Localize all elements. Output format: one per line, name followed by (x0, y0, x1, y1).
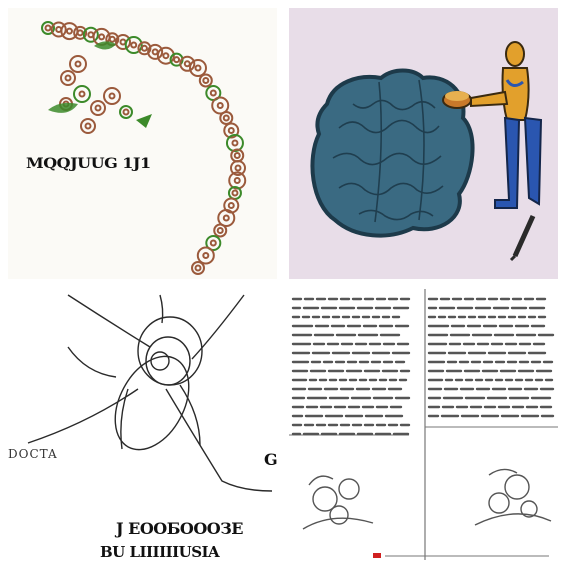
bead-mark (223, 122, 240, 139)
bead-mark (213, 223, 228, 238)
bead-mark (196, 246, 215, 265)
bead-mark (211, 96, 230, 115)
bead-core (222, 214, 230, 222)
bead-chain-drawing (41, 21, 247, 275)
bead-core (98, 33, 106, 41)
bead-core (209, 89, 217, 97)
bead-core (173, 56, 181, 64)
bead-mark (90, 100, 106, 116)
bead-core (227, 202, 235, 209)
bead-mark (219, 111, 234, 125)
bead-core (64, 74, 72, 82)
bead-core (231, 139, 239, 147)
bead-core (233, 177, 241, 184)
brain-and-figure-tile (289, 8, 558, 279)
bead-mark (179, 55, 196, 72)
document-scan-drawing (289, 289, 558, 560)
bead-mark (103, 87, 121, 105)
bead-core (151, 48, 159, 56)
bead-core (65, 27, 73, 35)
bead-core (231, 189, 239, 197)
sketch-caption-line-2: BU LIIIIIIUSIA (100, 543, 220, 560)
bead-mark (80, 118, 96, 134)
bead-core (202, 252, 210, 259)
letter-label: G (264, 450, 277, 469)
bead-mark (124, 36, 143, 55)
side-label: DOCTA (8, 447, 58, 461)
bead-core (216, 227, 224, 234)
bead-core (233, 152, 241, 159)
chain-caption: MQQJUUG 1J1 (26, 155, 151, 172)
bead-core (119, 38, 127, 46)
bead-core (234, 164, 242, 172)
bead-mark (69, 55, 87, 73)
bead-mark (50, 21, 67, 38)
document-scan-tile (289, 289, 558, 560)
bead-core (74, 60, 82, 68)
bead-mark (137, 41, 152, 56)
sketch-caption-line-1: J ЕООБОООЗЕ (116, 519, 243, 538)
bead-core (76, 29, 84, 37)
bead-mark (60, 70, 76, 86)
bead-core (140, 44, 148, 52)
line-sketch-drawing (27, 294, 273, 492)
bead-core (222, 114, 230, 122)
bead-mark (82, 26, 99, 43)
image-grid: MQQJUUG 1J1 (8, 8, 558, 560)
brain-and-figure-drawing (310, 41, 543, 262)
bead-core (94, 104, 102, 112)
bead-mark (115, 34, 131, 50)
bead-mark (205, 235, 222, 251)
bead-mark (217, 209, 236, 227)
bead-core (162, 52, 170, 60)
bead-mark (189, 59, 207, 77)
bead-core (108, 35, 116, 43)
bead-core (216, 102, 224, 109)
bead-core (227, 127, 235, 134)
bead-core (194, 64, 202, 72)
bead-mark (198, 73, 213, 88)
brain-shape (310, 68, 475, 238)
bead-core (194, 264, 202, 272)
bead-core (84, 122, 92, 130)
bead-mark (147, 43, 164, 60)
bead-core (108, 92, 116, 100)
bead-mark (73, 25, 88, 40)
chain-illustration-tile: MQQJUUG 1J1 (8, 8, 277, 279)
bead-mark (119, 105, 133, 119)
bead-core (202, 77, 210, 84)
bead-core (44, 24, 52, 32)
figure-shape (442, 41, 543, 262)
bead-mark (230, 160, 246, 176)
bead-core (209, 239, 217, 247)
bead-core (122, 108, 130, 116)
bead-core (183, 60, 191, 68)
bead-mark (73, 85, 91, 103)
bead-mark (156, 46, 175, 65)
bead-core (78, 90, 86, 98)
bead-mark (41, 21, 55, 35)
line-sketch-tile: DOCTA G J ЕООБОООЗЕ BU LIIIIIIUSIA (8, 289, 277, 560)
bead-core (130, 41, 138, 49)
bead-mark (191, 261, 205, 275)
